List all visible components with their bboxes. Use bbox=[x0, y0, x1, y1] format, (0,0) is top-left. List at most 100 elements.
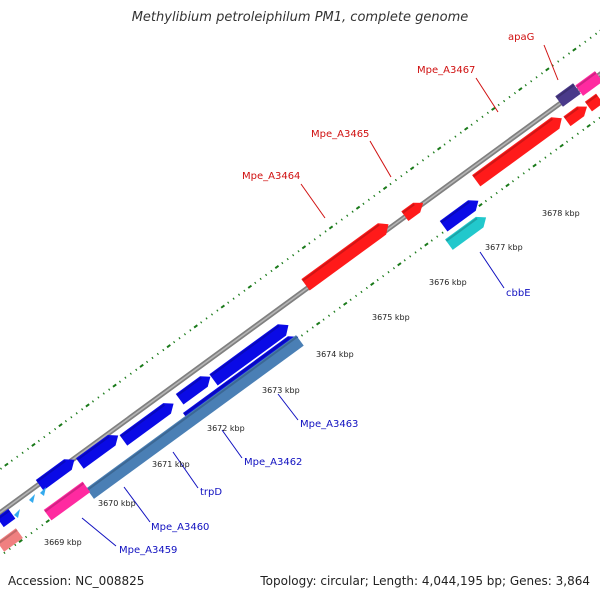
minor-tick bbox=[594, 32, 598, 35]
kbp-label-3669: 3669 kbp bbox=[44, 538, 82, 547]
minor-tick bbox=[333, 310, 336, 313]
minor-tick bbox=[75, 412, 78, 415]
minor-tick bbox=[108, 388, 111, 391]
minor-tick bbox=[501, 188, 504, 191]
minor-tick bbox=[416, 163, 419, 166]
gene-mpe-a3459 bbox=[0, 528, 23, 552]
minor-tick bbox=[183, 333, 187, 336]
minor-tick bbox=[490, 195, 493, 199]
gene-red-small-shade bbox=[564, 107, 579, 119]
major-tick bbox=[31, 442, 36, 447]
kbp-label-3677: 3677 kbp bbox=[485, 243, 523, 252]
minor-tick bbox=[555, 148, 558, 151]
minor-tick bbox=[327, 314, 331, 317]
minor-tick bbox=[459, 131, 462, 134]
minor-tick bbox=[511, 180, 515, 183]
minor-tick bbox=[227, 301, 230, 304]
minor-tick bbox=[292, 254, 295, 257]
minor-tick bbox=[135, 368, 138, 371]
gene-blue-edge-body bbox=[0, 508, 16, 528]
minor-tick bbox=[576, 132, 579, 135]
minor-tick bbox=[430, 239, 433, 242]
gene-blue-3676 bbox=[439, 200, 479, 232]
major-tick bbox=[220, 304, 225, 309]
minor-tick bbox=[97, 396, 100, 399]
minor-tick bbox=[178, 337, 181, 340]
kbp-label-3672: 3672 kbp bbox=[207, 424, 245, 433]
minor-tick bbox=[306, 330, 309, 333]
gene-mpe-a3464-body bbox=[301, 223, 389, 291]
minor-tick bbox=[24, 535, 28, 539]
gene-mpe-a3459-body bbox=[0, 528, 23, 552]
gene-mpe-a3465 bbox=[401, 202, 424, 222]
minor-tick bbox=[30, 531, 33, 535]
minor-tick bbox=[454, 135, 457, 138]
gene-mpe-a3463-shade bbox=[210, 325, 280, 377]
kbp-label-3670: 3670 kbp bbox=[98, 499, 136, 508]
minor-tick bbox=[243, 289, 246, 292]
minor-tick bbox=[81, 408, 84, 411]
minor-tick bbox=[173, 340, 176, 344]
minor-tick bbox=[565, 140, 569, 143]
major-tick bbox=[491, 106, 496, 111]
minor-tick bbox=[367, 198, 370, 202]
minor-tick bbox=[118, 380, 122, 383]
minor-tick bbox=[286, 257, 289, 261]
minor-tick bbox=[21, 451, 24, 454]
leader-3 bbox=[300, 183, 326, 219]
gene-red-edge bbox=[584, 93, 600, 112]
gene-cbbe bbox=[445, 216, 487, 250]
major-tick bbox=[4, 462, 9, 467]
minor-tick bbox=[365, 286, 368, 290]
minor-tick bbox=[189, 329, 192, 332]
major-tick bbox=[436, 146, 442, 151]
gene-blue-b-body bbox=[75, 434, 119, 469]
gene-labels: apaG Mpe_A3467 Mpe_A3465 Mpe_A3464 cbbE Mpe_A… bbox=[119, 32, 534, 556]
gene-apag-shade bbox=[555, 84, 575, 99]
major-tick bbox=[274, 265, 280, 270]
minor-tick bbox=[376, 278, 379, 282]
minor-tick bbox=[508, 95, 511, 99]
minor-tick bbox=[540, 72, 544, 75]
minor-tick bbox=[8, 547, 11, 551]
minor-tick bbox=[421, 159, 425, 162]
minor-tick bbox=[470, 123, 473, 126]
kbp-label-3676: 3676 kbp bbox=[429, 278, 467, 287]
major-tick bbox=[112, 383, 117, 388]
kbp-label-3671: 3671 kbp bbox=[152, 460, 190, 469]
major-tick bbox=[572, 47, 577, 52]
minor-tick bbox=[162, 348, 165, 352]
minor-tick bbox=[403, 259, 406, 262]
gene-mpe-a3459-shade bbox=[0, 529, 18, 544]
minor-tick bbox=[26, 447, 30, 451]
minor-tick bbox=[3, 551, 6, 554]
leader-7 bbox=[172, 451, 199, 489]
gene-label-mpe-a3460: Mpe_A3460 bbox=[151, 522, 209, 533]
minor-tick bbox=[349, 298, 352, 302]
gene-blue-b-shade bbox=[76, 435, 110, 461]
minor-tick bbox=[360, 290, 363, 294]
minor-tick bbox=[70, 416, 73, 419]
minor-tick bbox=[351, 210, 354, 213]
leader-5 bbox=[277, 393, 299, 421]
minor-tick bbox=[335, 222, 338, 225]
minor-tick bbox=[443, 143, 446, 146]
minor-tick bbox=[254, 281, 257, 285]
gene-label-mpe-a3467: Mpe_A3467 bbox=[417, 65, 475, 76]
kbp-label-3673: 3673 kbp bbox=[262, 386, 300, 395]
minor-tick bbox=[584, 40, 587, 43]
minor-tick bbox=[64, 420, 67, 423]
major-tick bbox=[397, 262, 402, 267]
minor-tick bbox=[48, 431, 51, 435]
minor-tick bbox=[270, 269, 273, 273]
leader-8 bbox=[123, 486, 151, 523]
gene-label-cbbe: cbbE bbox=[506, 288, 531, 299]
minor-tick bbox=[427, 155, 430, 158]
gene-label-mpe-a3465: Mpe_A3465 bbox=[311, 129, 369, 140]
minor-tick bbox=[151, 356, 154, 360]
minor-tick bbox=[481, 115, 484, 119]
minor-tick bbox=[313, 238, 316, 241]
minor-tick bbox=[311, 326, 314, 329]
gene-red-edge-shade bbox=[585, 94, 598, 105]
